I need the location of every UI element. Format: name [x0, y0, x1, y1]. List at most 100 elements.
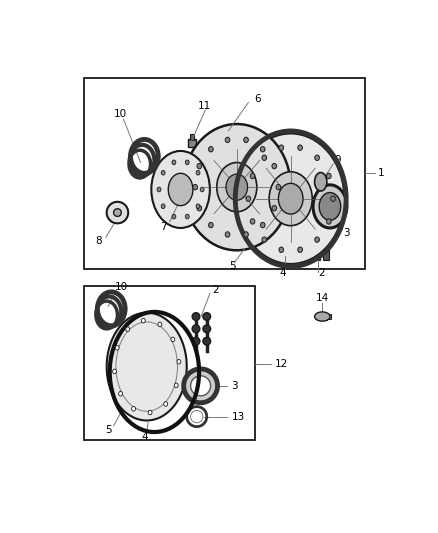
Ellipse shape: [192, 337, 200, 345]
Ellipse shape: [327, 219, 331, 224]
Ellipse shape: [279, 145, 283, 150]
Ellipse shape: [244, 137, 248, 142]
Bar: [314, 249, 320, 260]
Ellipse shape: [196, 204, 200, 208]
Ellipse shape: [272, 206, 276, 211]
Text: 4: 4: [141, 432, 148, 442]
Text: 5: 5: [105, 425, 112, 435]
Ellipse shape: [148, 410, 152, 415]
Bar: [327, 314, 331, 319]
Ellipse shape: [262, 237, 267, 243]
Text: 6: 6: [254, 94, 261, 103]
Ellipse shape: [183, 124, 291, 251]
Ellipse shape: [184, 369, 218, 403]
Ellipse shape: [174, 383, 178, 387]
Ellipse shape: [164, 402, 168, 406]
Bar: [222, 131, 228, 139]
Ellipse shape: [192, 325, 200, 333]
Bar: [85, 78, 365, 269]
Ellipse shape: [126, 327, 130, 332]
Ellipse shape: [113, 369, 117, 374]
Ellipse shape: [151, 151, 210, 228]
Ellipse shape: [262, 155, 267, 160]
Ellipse shape: [141, 318, 145, 323]
Bar: [85, 286, 255, 440]
Ellipse shape: [191, 376, 211, 396]
Ellipse shape: [203, 337, 211, 345]
Ellipse shape: [172, 160, 176, 165]
Text: 2: 2: [318, 269, 325, 278]
Ellipse shape: [276, 184, 281, 190]
Text: 10: 10: [115, 282, 128, 292]
Text: 10: 10: [114, 109, 127, 119]
Ellipse shape: [158, 322, 162, 327]
Ellipse shape: [115, 345, 119, 350]
Ellipse shape: [313, 185, 347, 228]
Bar: [224, 126, 227, 131]
Bar: [307, 187, 318, 190]
Text: 11: 11: [198, 101, 211, 111]
Ellipse shape: [132, 407, 135, 411]
Ellipse shape: [203, 313, 211, 320]
Text: 2: 2: [212, 285, 219, 295]
Ellipse shape: [315, 237, 319, 243]
Ellipse shape: [269, 172, 312, 225]
Ellipse shape: [250, 219, 255, 224]
Ellipse shape: [119, 391, 123, 396]
Text: 1: 1: [378, 168, 384, 179]
Ellipse shape: [113, 209, 121, 216]
Ellipse shape: [157, 187, 161, 192]
Ellipse shape: [261, 222, 265, 228]
Ellipse shape: [185, 214, 189, 219]
Text: 5: 5: [230, 262, 236, 271]
Ellipse shape: [208, 222, 213, 228]
Ellipse shape: [319, 192, 341, 220]
Ellipse shape: [193, 184, 198, 190]
Text: 9: 9: [334, 155, 341, 165]
Ellipse shape: [177, 359, 181, 364]
Ellipse shape: [197, 164, 201, 169]
Text: 14: 14: [316, 293, 329, 303]
Bar: [307, 194, 318, 198]
Ellipse shape: [107, 202, 128, 223]
Ellipse shape: [107, 313, 187, 421]
Bar: [323, 249, 329, 260]
Ellipse shape: [168, 173, 193, 206]
Ellipse shape: [279, 247, 283, 253]
Ellipse shape: [192, 313, 200, 320]
Ellipse shape: [272, 164, 276, 169]
Ellipse shape: [185, 160, 189, 165]
Ellipse shape: [244, 232, 248, 237]
Bar: [188, 140, 196, 147]
Ellipse shape: [172, 214, 176, 219]
Ellipse shape: [314, 173, 327, 191]
Ellipse shape: [196, 171, 200, 175]
Text: 4: 4: [280, 269, 286, 278]
Ellipse shape: [200, 187, 204, 192]
Ellipse shape: [331, 196, 336, 201]
Text: 3: 3: [343, 228, 350, 238]
Ellipse shape: [261, 147, 265, 152]
Text: 7: 7: [160, 222, 167, 232]
Bar: [283, 255, 288, 263]
Ellipse shape: [171, 337, 175, 342]
Ellipse shape: [237, 133, 345, 264]
Ellipse shape: [208, 147, 213, 152]
Bar: [318, 313, 327, 320]
Ellipse shape: [250, 173, 255, 179]
Ellipse shape: [246, 196, 251, 201]
Ellipse shape: [298, 247, 302, 253]
Ellipse shape: [327, 173, 331, 179]
Ellipse shape: [298, 145, 302, 150]
Text: 3: 3: [231, 381, 238, 391]
Ellipse shape: [203, 325, 211, 333]
Bar: [190, 134, 194, 140]
Ellipse shape: [315, 155, 319, 160]
Text: 8: 8: [95, 236, 102, 246]
Ellipse shape: [217, 163, 257, 212]
Ellipse shape: [279, 183, 303, 214]
Text: 13: 13: [231, 411, 245, 422]
Text: 12: 12: [276, 359, 289, 369]
Ellipse shape: [197, 206, 201, 211]
Ellipse shape: [225, 137, 230, 142]
